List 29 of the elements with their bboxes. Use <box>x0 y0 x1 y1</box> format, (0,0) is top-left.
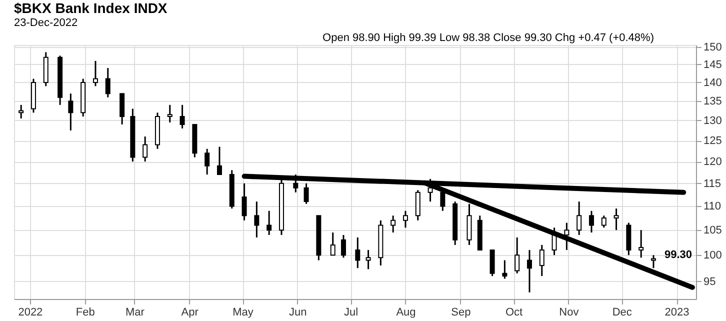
x-tick-label: Feb <box>76 306 95 318</box>
y-tick-label: 100 <box>704 250 722 262</box>
x-tick-label: Oct <box>505 306 523 318</box>
x-tick-label: Sep <box>451 306 471 318</box>
y-tick-label: 125 <box>704 135 722 148</box>
x-tick-label: Mar <box>125 306 145 318</box>
x-tick-label: Dec <box>612 306 632 318</box>
y-tick-label: 110 <box>704 200 722 213</box>
text: Open 98.90 High 99.39 Low 98.38 Close 99.30 Chg +0.47 (+0.48%) <box>322 32 654 44</box>
y-tick-label: 120 <box>704 156 722 168</box>
y-tick-label: 145 <box>704 58 722 71</box>
y-tick-label: 130 <box>704 114 722 127</box>
x-tick-label: 2023 <box>664 306 690 318</box>
x-tick-label: Aug <box>396 306 416 318</box>
y-tick-label: 150 <box>704 42 722 54</box>
x-tick-label: Jul <box>344 306 358 318</box>
x-tick-label: May <box>232 306 254 318</box>
chart-subtitle: 23-Dec-2022 <box>14 17 78 29</box>
x-tick-label: 2022 <box>18 306 43 318</box>
x-tick-label: Apr <box>181 306 199 318</box>
x-tick-label: Jun <box>289 306 307 318</box>
y-tick-label: 95 <box>704 276 716 288</box>
y-tick-label: 115 <box>704 178 722 190</box>
y-tick-label: 135 <box>704 96 722 108</box>
annotation: 99.30 <box>664 249 692 261</box>
chart-title: $BKX Bank Index INDX <box>14 0 168 16</box>
x-tick-label: Nov <box>559 306 580 318</box>
y-tick-label: 105 <box>704 224 722 237</box>
y-tick-label: 140 <box>704 76 722 89</box>
